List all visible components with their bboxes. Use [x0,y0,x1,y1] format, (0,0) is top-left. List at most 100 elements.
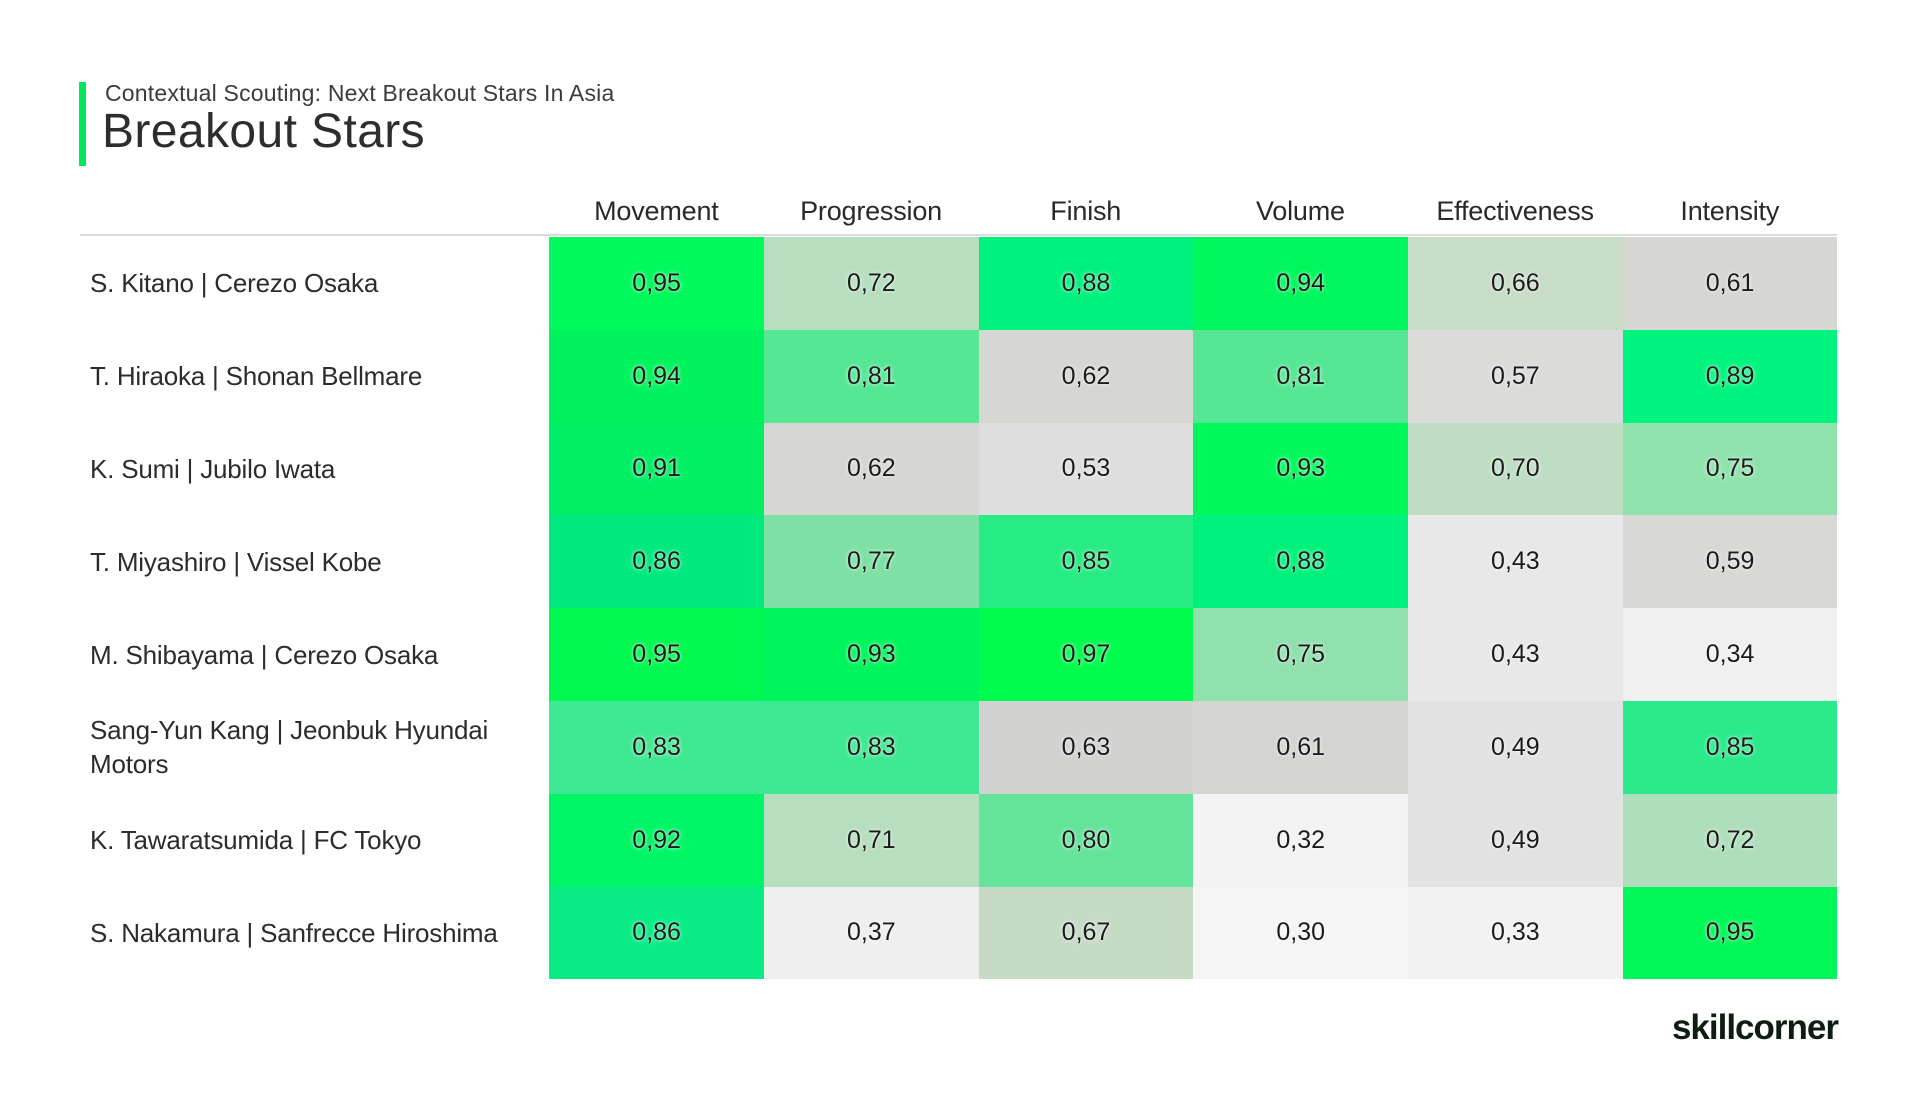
cell-value: 0,88 [1061,268,1111,297]
cell-value: 0,88 [1276,547,1326,576]
cell-value: 0,89 [1705,361,1755,390]
column-headers: Movement Progression Finish Volume Effective… [549,196,1837,227]
player-labels: S. Kitano | Cerezo Osaka T. Hiraoka | Sho… [90,237,545,979]
cell-value: 0,62 [1061,361,1111,390]
cell-value: 0,91 [632,454,681,483]
cell-value: 0,61 [1705,268,1755,297]
cell-value: 0,95 [632,640,681,669]
cell-value: 0,81 [846,361,896,390]
cell-value: 0,86 [632,918,681,947]
cell-value: 0,49 [1491,732,1540,761]
heatmap-cell: 0,86 [549,515,764,609]
cell-value: 0,94 [632,361,681,390]
heatmap-cell: 0,71 [763,793,979,887]
cell-value: 0,83 [846,732,896,761]
heatmap-cell: 0,43 [1408,608,1623,701]
cell-value: 0,37 [846,918,896,947]
column-header: Intensity [1680,196,1780,226]
heatmap-cell: 0,49 [1408,793,1623,887]
heatmap-cell: 0,92 [549,793,764,887]
heatmap-cell: 0,89 [1622,329,1838,423]
heatmap-cell: 0,62 [763,422,979,516]
heatmap-cell: 0,57 [1408,329,1623,423]
column-header: Progression [800,196,942,226]
heatmap-cell: 0,75 [1193,608,1409,701]
heatmap-cell: 0,83 [763,700,979,794]
heatmap-cell: 0,93 [1193,422,1409,516]
heatmap-cell: 0,62 [978,329,1194,423]
player-label: S. Kitano | Cerezo Osaka [90,268,379,299]
cell-value: 0,49 [1491,825,1540,854]
cell-value: 0,62 [846,454,896,483]
column-header: Volume [1255,196,1345,226]
cell-value: 0,86 [632,547,681,576]
cell-value: 0,71 [846,825,896,854]
cell-value: 0,93 [1276,454,1326,483]
cell-value: 0,83 [632,732,681,761]
player-label: Sang-Yun Kang | Jeonbuk Hyundai Motors [90,715,489,780]
cell-value: 0,75 [1705,454,1755,483]
heatmap-cell: 0,77 [763,515,979,609]
column-header: Movement [594,196,719,226]
cell-value: 0,72 [846,268,896,297]
cell-value: 0,43 [1491,640,1540,669]
cell-value: 0,66 [1491,268,1540,297]
heatmap-cell: 0,32 [1193,793,1409,887]
heatmap-cell: 0,72 [763,237,979,330]
cell-value: 0,57 [1491,361,1540,390]
heatmap-cell: 0,63 [978,700,1194,794]
player-label: K. Tawaratsumida | FC Tokyo [90,825,422,856]
heatmap-cell: 0,61 [1622,237,1838,330]
player-label: M. Shibayama | Cerezo Osaka [90,639,439,670]
cell-value: 0,95 [632,268,681,297]
heatmap-cell: 0,67 [978,886,1194,980]
cell-value: 0,61 [1276,732,1326,761]
heatmap-cell: 0,81 [763,329,979,423]
heatmap-cell: 0,95 [549,608,764,701]
cell-value: 0,85 [1705,732,1755,761]
heatmap-cell: 0,88 [978,237,1194,330]
heatmap-cell: 0,81 [1193,329,1409,423]
cell-value: 0,34 [1705,640,1755,669]
cell-value: 0,77 [846,547,896,576]
heatmap-cell: 0,93 [763,608,979,701]
heatmap-cell: 0,53 [978,422,1194,516]
heatmap-grid: 0,95 0,72 0,88 0,94 0,66 0,61 0,94 0,81 0,62 0,81… [549,237,1838,980]
cell-value: 0,63 [1061,732,1111,761]
player-label: T. Miyashiro | Vissel Kobe [90,546,382,577]
cell-value: 0,92 [632,825,681,854]
heatmap-cell: 0,70 [1408,422,1623,516]
heatmap-cell: 0,85 [978,515,1194,609]
heatmap-cell: 0,43 [1408,515,1623,609]
heatmap-cell: 0,88 [1193,515,1409,609]
heatmap-cell: 0,97 [978,608,1194,701]
cell-value: 0,67 [1061,918,1111,947]
column-header: Effectiveness [1436,196,1594,226]
heatmap-cell: 0,61 [1193,700,1409,794]
heatmap-cell: 0,95 [549,237,764,330]
cell-value: 0,53 [1061,454,1111,483]
heatmap-cell: 0,72 [1622,793,1838,887]
cell-value: 0,97 [1061,640,1111,669]
cell-value: 0,94 [1276,268,1326,297]
heatmap-cell: 0,34 [1622,608,1838,701]
heatmap-cell: 0,37 [763,886,979,980]
heatmap-cell: 0,95 [1622,886,1838,980]
report-subtitle: Contextual Scouting: Next Breakout Stars… [105,80,615,106]
cell-value: 0,81 [1276,361,1326,390]
heatmap-cell: 0,80 [978,793,1194,887]
player-label: S. Nakamura | Sanfrecce Hiroshima [90,917,498,948]
heatmap-cell: 0,94 [1193,237,1409,330]
cell-value: 0,32 [1276,825,1326,854]
player-label: K. Sumi | Jubilo Iwata [90,453,336,484]
heatmap-cell: 0,85 [1622,700,1838,794]
cell-value: 0,59 [1705,547,1755,576]
heatmap-cell: 0,91 [549,422,764,516]
cell-value: 0,43 [1491,547,1540,576]
column-header: Finish [1050,196,1122,226]
cell-value: 0,70 [1491,454,1540,483]
cell-value: 0,75 [1276,640,1326,669]
heatmap-cell: 0,83 [549,700,764,794]
heatmap-cell: 0,59 [1622,515,1838,609]
